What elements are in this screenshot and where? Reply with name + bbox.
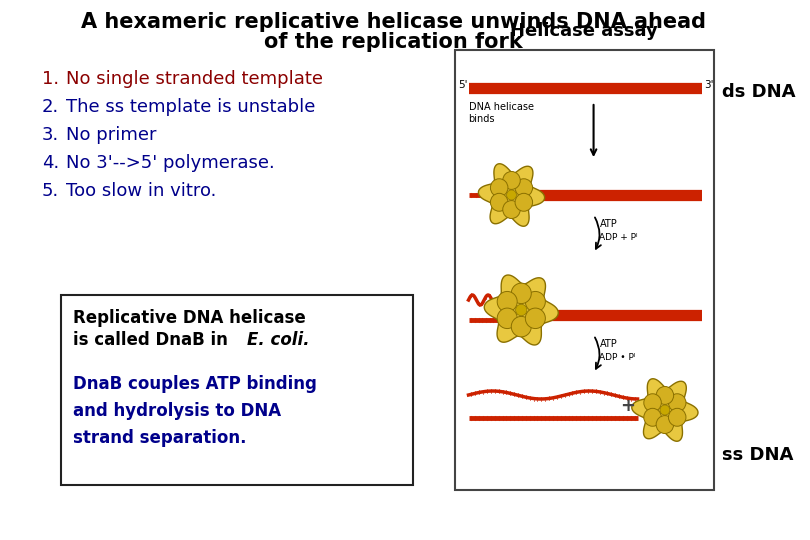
- Circle shape: [511, 316, 531, 337]
- Text: ATP: ATP: [599, 339, 617, 349]
- Text: The ss template is unstable: The ss template is unstable: [66, 98, 315, 116]
- Circle shape: [516, 304, 526, 316]
- Circle shape: [511, 283, 531, 303]
- Text: No single stranded template: No single stranded template: [66, 70, 323, 88]
- Circle shape: [515, 193, 533, 211]
- Circle shape: [526, 292, 545, 312]
- Text: No primer: No primer: [66, 126, 156, 144]
- Text: DNA helicase
binds: DNA helicase binds: [468, 102, 534, 124]
- Circle shape: [526, 308, 545, 328]
- Text: 5': 5': [458, 80, 467, 90]
- Text: ds DNA: ds DNA: [722, 83, 795, 101]
- Circle shape: [515, 179, 533, 197]
- Text: Too slow in vitro.: Too slow in vitro.: [66, 182, 216, 200]
- Text: ADP • Pᴵ: ADP • Pᴵ: [599, 353, 636, 362]
- Circle shape: [497, 292, 518, 312]
- Text: DnaB couples ATP binding
and hydrolysis to DNA
strand separation.: DnaB couples ATP binding and hydrolysis …: [73, 375, 317, 447]
- Text: +: +: [620, 397, 635, 415]
- Circle shape: [490, 193, 508, 211]
- Polygon shape: [479, 164, 544, 226]
- Text: 2.: 2.: [41, 98, 59, 116]
- Circle shape: [503, 200, 520, 219]
- Text: 3': 3': [704, 80, 714, 90]
- Text: A hexameric replicative helicase unwinds DNA ahead: A hexameric replicative helicase unwinds…: [81, 12, 706, 32]
- Circle shape: [668, 408, 686, 426]
- Circle shape: [668, 394, 686, 411]
- Circle shape: [644, 394, 661, 411]
- Text: Helicase assay: Helicase assay: [510, 22, 659, 40]
- Text: ATP: ATP: [599, 219, 617, 229]
- Bar: [61, 295, 413, 485]
- Text: is called DnaB in: is called DnaB in: [73, 331, 233, 349]
- Circle shape: [490, 179, 508, 197]
- Bar: [455, 50, 714, 490]
- Circle shape: [656, 416, 674, 434]
- Text: Replicative DNA helicase: Replicative DNA helicase: [73, 309, 305, 327]
- Circle shape: [660, 405, 670, 415]
- Text: 5.: 5.: [41, 182, 59, 200]
- Circle shape: [506, 190, 517, 200]
- Text: 3.: 3.: [41, 126, 59, 144]
- Circle shape: [644, 408, 661, 426]
- Text: ADP + Pᴵ: ADP + Pᴵ: [599, 233, 638, 242]
- Polygon shape: [484, 275, 558, 345]
- Text: No 3'-->5' polymerase.: No 3'-->5' polymerase.: [66, 154, 275, 172]
- Polygon shape: [632, 379, 698, 441]
- Circle shape: [503, 172, 520, 190]
- Text: 1.: 1.: [41, 70, 58, 88]
- Text: 4.: 4.: [41, 154, 59, 172]
- Circle shape: [656, 387, 674, 404]
- Circle shape: [497, 308, 518, 328]
- Text: E. coli.: E. coli.: [247, 331, 309, 349]
- Text: ss DNA: ss DNA: [722, 446, 793, 464]
- Text: of the replication fork: of the replication fork: [264, 32, 522, 52]
